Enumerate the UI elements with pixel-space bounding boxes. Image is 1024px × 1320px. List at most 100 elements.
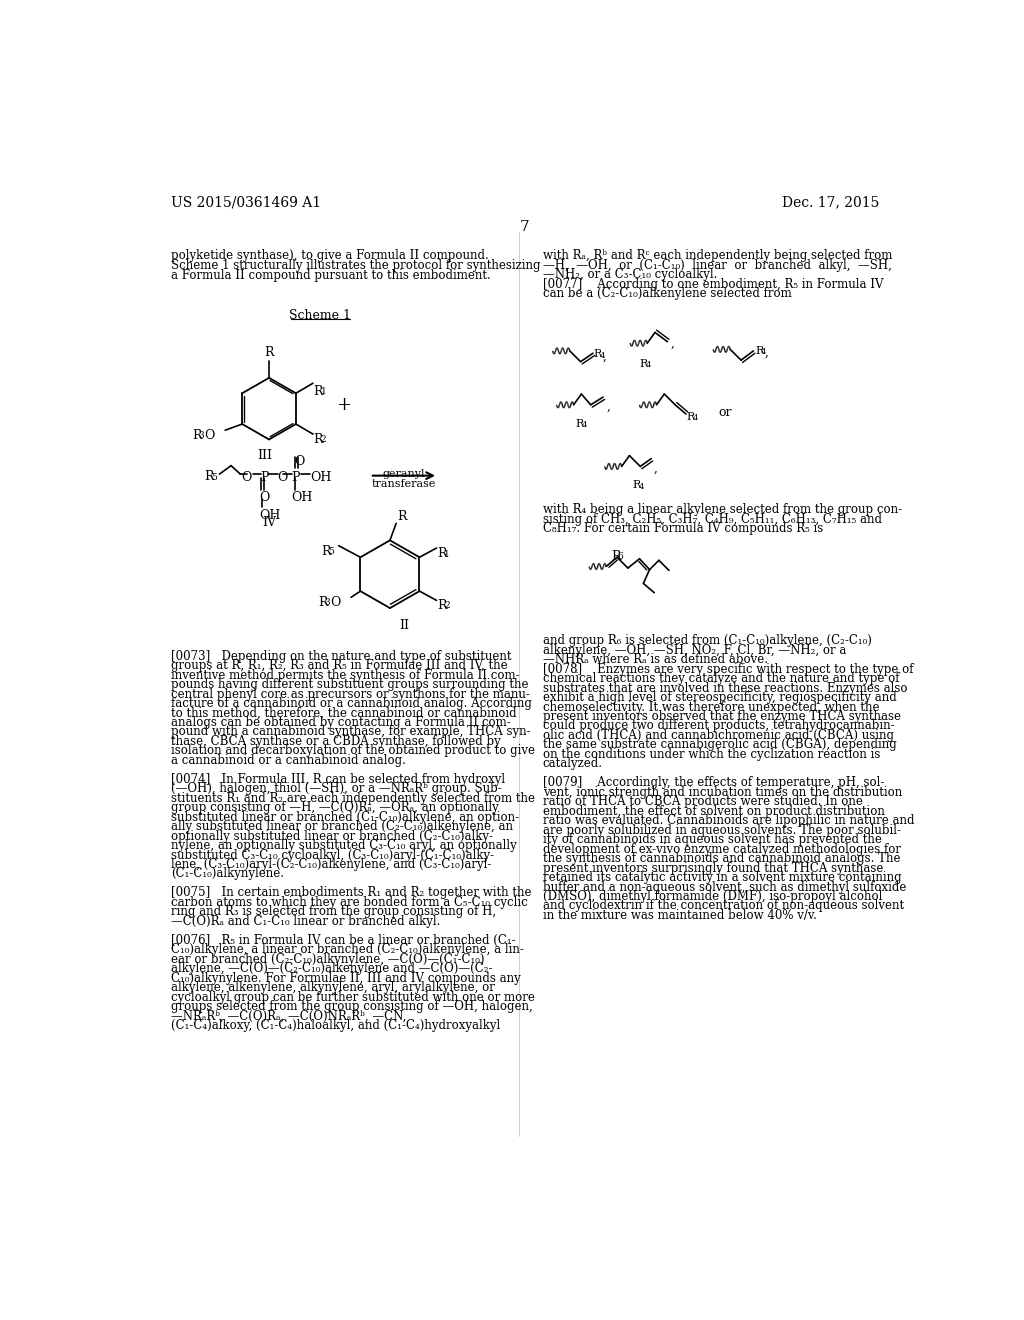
Text: sisting of CH₃, C₂H₅, C₃H₇, C₄H₉, C₅H₁₁, C₆H₁₃, C₇H₁₅ and: sisting of CH₃, C₂H₅, C₃H₇, C₄H₉, C₅H₁₁,…: [543, 513, 882, 525]
Text: ,: ,: [671, 337, 675, 350]
Text: C₈H₁₇. For certain Formula IV compounds R₅ is: C₈H₁₇. For certain Formula IV compounds …: [543, 523, 823, 536]
Text: inventive method permits the synthesis of Formula II com-: inventive method permits the synthesis o…: [171, 669, 519, 681]
Text: a Formula II compound pursuant to this embodiment.: a Formula II compound pursuant to this e…: [171, 269, 490, 282]
Text: are poorly solubilized in aqueous solvents. The poor solubil-: are poorly solubilized in aqueous solven…: [543, 824, 901, 837]
Text: O: O: [241, 471, 252, 484]
Text: alkenylene, —OH, —SH, NO₂, F, Cl, Br, —NH₂, or a: alkenylene, —OH, —SH, NO₂, F, Cl, Br, —N…: [543, 644, 846, 657]
Text: pounds having different substituent groups surrounding the: pounds having different substituent grou…: [171, 678, 528, 692]
Text: —C(O)Rₐ and C₁-C₁₀ linear or branched alkyl.: —C(O)Rₐ and C₁-C₁₀ linear or branched al…: [171, 915, 440, 928]
Text: development of ex-vivo enzyme catalyzed methodologies for: development of ex-vivo enzyme catalyzed …: [543, 842, 901, 855]
Text: OH: OH: [310, 471, 332, 484]
Text: substituted linear or branched (C₁-C₁₀)alkylene, an option-: substituted linear or branched (C₁-C₁₀)a…: [171, 810, 519, 824]
Text: 3: 3: [199, 430, 205, 440]
Text: chemoselectivity. It was therefore unexpected, when the: chemoselectivity. It was therefore unexp…: [543, 701, 880, 714]
Text: ear or branched (C₂-C₁₀)alkynylene, —C(O)—(C₁-C₁₀): ear or branched (C₂-C₁₀)alkynylene, —C(O…: [171, 953, 484, 966]
Text: II: II: [399, 619, 410, 632]
Text: 2: 2: [321, 434, 327, 444]
Text: —NRₐRᵇ, —C(O)Rₐ, —C(O)NRₐRᵇ, —CN,: —NRₐRᵇ, —C(O)Rₐ, —C(O)NRₐRᵇ, —CN,: [171, 1010, 406, 1023]
Text: the same substrate cannabigerolic acid (CBGA), depending: the same substrate cannabigerolic acid (…: [543, 738, 896, 751]
Text: ring and R₃ is selected from the group consisting of H,: ring and R₃ is selected from the group c…: [171, 906, 496, 919]
Text: buffer and a non-aqueous solvent, such as dimethyl sulfoxide: buffer and a non-aqueous solvent, such a…: [543, 880, 906, 894]
Text: 4: 4: [600, 351, 605, 359]
Text: ,: ,: [653, 462, 657, 475]
Text: R: R: [640, 359, 648, 368]
Text: 4: 4: [582, 421, 587, 429]
Text: 4: 4: [639, 483, 644, 491]
Text: Scheme 1: Scheme 1: [289, 309, 351, 322]
Text: and group R₆ is selected from (C₁-C₁₀)alkylene, (C₂-C₁₀): and group R₆ is selected from (C₁-C₁₀)al…: [543, 635, 871, 647]
Text: O: O: [278, 471, 288, 484]
Text: ,: ,: [606, 400, 610, 412]
Text: substituted C₃-C₁₀ cycloalkyl, (C₃-C₁₀)aryl-(C₁-C₁₀)alky-: substituted C₃-C₁₀ cycloalkyl, (C₃-C₁₀)a…: [171, 849, 494, 862]
Text: stituents R₁ and R₂ are each independently selected from the: stituents R₁ and R₂ are each independent…: [171, 792, 535, 805]
Text: [0074]   In Formula III, R can be selected from hydroxyl: [0074] In Formula III, R can be selected…: [171, 772, 505, 785]
Text: vent, ionic strength and incubation times on the distribution: vent, ionic strength and incubation time…: [543, 785, 902, 799]
Text: [0077]    According to one embodiment, R₅ in Formula IV: [0077] According to one embodiment, R₅ i…: [543, 277, 883, 290]
Text: OH: OH: [259, 508, 281, 521]
Text: 5: 5: [211, 473, 217, 482]
Text: group consisting of —H, —C(O)Rₐ, —ORₐ, an optionally: group consisting of —H, —C(O)Rₐ, —ORₐ, a…: [171, 801, 499, 814]
Text: cycloalkyl group can be further substituted with one or more: cycloalkyl group can be further substitu…: [171, 990, 535, 1003]
Text: IV: IV: [262, 516, 276, 529]
Text: R: R: [437, 548, 446, 560]
Text: olic acid (THCA) and cannabichromenic acid (CBCA) using: olic acid (THCA) and cannabichromenic ac…: [543, 729, 894, 742]
Text: groups at R, R₁, R₂, R₃ and R₅ in Formulae III and IV, the: groups at R, R₁, R₂, R₃ and R₅ in Formul…: [171, 659, 507, 672]
Text: [0075]   In certain embodiments R₁ and R₂ together with the: [0075] In certain embodiments R₁ and R₂ …: [171, 887, 531, 899]
Text: P: P: [260, 471, 269, 484]
Text: Scheme 1 structurally illustrates the protocol for synthesizing: Scheme 1 structurally illustrates the pr…: [171, 259, 540, 272]
Text: polyketide synthase), to give a Formula II compound.: polyketide synthase), to give a Formula …: [171, 249, 488, 263]
Text: analogs can be obtained by contacting a Formula II com-: analogs can be obtained by contacting a …: [171, 715, 510, 729]
Text: +: +: [336, 396, 351, 413]
Text: —NHRₐ where Rₐ is as defined above.: —NHRₐ where Rₐ is as defined above.: [543, 653, 768, 667]
Text: US 2015/0361469 A1: US 2015/0361469 A1: [171, 195, 321, 210]
Text: Dec. 17, 2015: Dec. 17, 2015: [781, 195, 879, 210]
Text: present inventors observed that the enzyme THCA synthase: present inventors observed that the enzy…: [543, 710, 901, 723]
Text: OH: OH: [292, 491, 313, 504]
Text: ratio was evaluated. Cannabinoids are lipophilic in nature and: ratio was evaluated. Cannabinoids are li…: [543, 814, 914, 828]
Text: could produce two different products, tetrahydrocannabin-: could produce two different products, te…: [543, 719, 894, 733]
Text: (—OH), halogen, thiol (—SH), or a —NRₐRᵇ group. Sub-: (—OH), halogen, thiol (—SH), or a —NRₐRᵇ…: [171, 783, 502, 795]
Text: groups selected from the group consisting of —OH, halogen,: groups selected from the group consistin…: [171, 1001, 532, 1012]
Text: R: R: [313, 385, 324, 397]
Text: ,: ,: [603, 350, 607, 363]
Text: thase, CBCA synthase or a CBDA synthase, followed by: thase, CBCA synthase or a CBDA synthase,…: [171, 735, 501, 748]
Text: (C₁-C₁₀)alkynylene.: (C₁-C₁₀)alkynylene.: [171, 867, 284, 880]
Text: 5: 5: [329, 548, 335, 556]
Text: R: R: [204, 470, 213, 483]
Text: pound with a cannabinoid synthase, for example, THCA syn-: pound with a cannabinoid synthase, for e…: [171, 726, 530, 738]
Text: exhibit a high level of stereospecificity, regiospecificity and: exhibit a high level of stereospecificit…: [543, 692, 896, 704]
Text: and cyclodextrin if the concentration of non-aqueous solvent: and cyclodextrin if the concentration of…: [543, 899, 904, 912]
Text: R: R: [322, 545, 331, 558]
Text: R: R: [264, 346, 273, 359]
Text: central phenyl core as precursors or synthons for the manu-: central phenyl core as precursors or syn…: [171, 688, 529, 701]
Text: can be a (C₂-C₁₀)alkenylene selected from: can be a (C₂-C₁₀)alkenylene selected fro…: [543, 288, 792, 300]
Text: R: R: [317, 595, 328, 609]
Text: R: R: [313, 433, 324, 446]
Text: the synthesis of cannabinoids and cannabinoid analogs. The: the synthesis of cannabinoids and cannab…: [543, 853, 900, 865]
Text: (C₁-C₄)alkoxy, (C₁-C₄)haloalkyl, and (C₁-C₄)hydroxyalkyl: (C₁-C₄)alkoxy, (C₁-C₄)haloalkyl, and (C₁…: [171, 1019, 500, 1032]
Text: C₁₀)alkynylene. For Formulae II, III and IV compounds any: C₁₀)alkynylene. For Formulae II, III and…: [171, 972, 520, 985]
Text: with R₄ being a linear alkylene selected from the group con-: with R₄ being a linear alkylene selected…: [543, 503, 902, 516]
Text: optionally substituted linear or branched (C₂-C₁₀)alky-: optionally substituted linear or branche…: [171, 829, 493, 842]
Text: alkylene, alkenylene, alkynylene, aryl, arylalkylene, or: alkylene, alkenylene, alkynylene, aryl, …: [171, 981, 495, 994]
Text: present inventors surprisingly found that THCA synthase: present inventors surprisingly found tha…: [543, 862, 883, 875]
Text: (DMSO), dimethyl formamide (DMF), iso-propoyl alcohol: (DMSO), dimethyl formamide (DMF), iso-pr…: [543, 890, 882, 903]
Text: 3: 3: [325, 598, 331, 607]
Text: a cannabinoid or a cannabinoid analog.: a cannabinoid or a cannabinoid analog.: [171, 754, 406, 767]
Text: III: III: [257, 449, 272, 462]
Text: on the conditions under which the cyclization reaction is: on the conditions under which the cycliz…: [543, 748, 880, 760]
Text: [0079]    Accordingly, the effects of temperature, pH, sol-: [0079] Accordingly, the effects of tempe…: [543, 776, 884, 789]
Text: —NH₂, or a C₃-C₁₀ cycloalkyl.: —NH₂, or a C₃-C₁₀ cycloalkyl.: [543, 268, 717, 281]
Text: R: R: [633, 480, 641, 490]
Text: substrates that are involved in these reactions. Enzymes also: substrates that are involved in these re…: [543, 681, 907, 694]
Text: ,: ,: [764, 346, 768, 359]
Text: ity of cannabinoids in aqueous solvent has prevented the: ity of cannabinoids in aqueous solvent h…: [543, 833, 882, 846]
Text: or: or: [719, 405, 732, 418]
Text: R: R: [575, 418, 584, 429]
Text: 4: 4: [761, 348, 767, 356]
Text: retained its catalytic activity in a solvent mixture containing: retained its catalytic activity in a sol…: [543, 871, 901, 884]
Text: 1: 1: [444, 549, 450, 558]
Text: embodiment, the effect of solvent on product distribution: embodiment, the effect of solvent on pro…: [543, 805, 885, 817]
Text: R: R: [594, 350, 602, 359]
Text: ratio of THCA to CBCA products were studied. In one: ratio of THCA to CBCA products were stud…: [543, 795, 862, 808]
